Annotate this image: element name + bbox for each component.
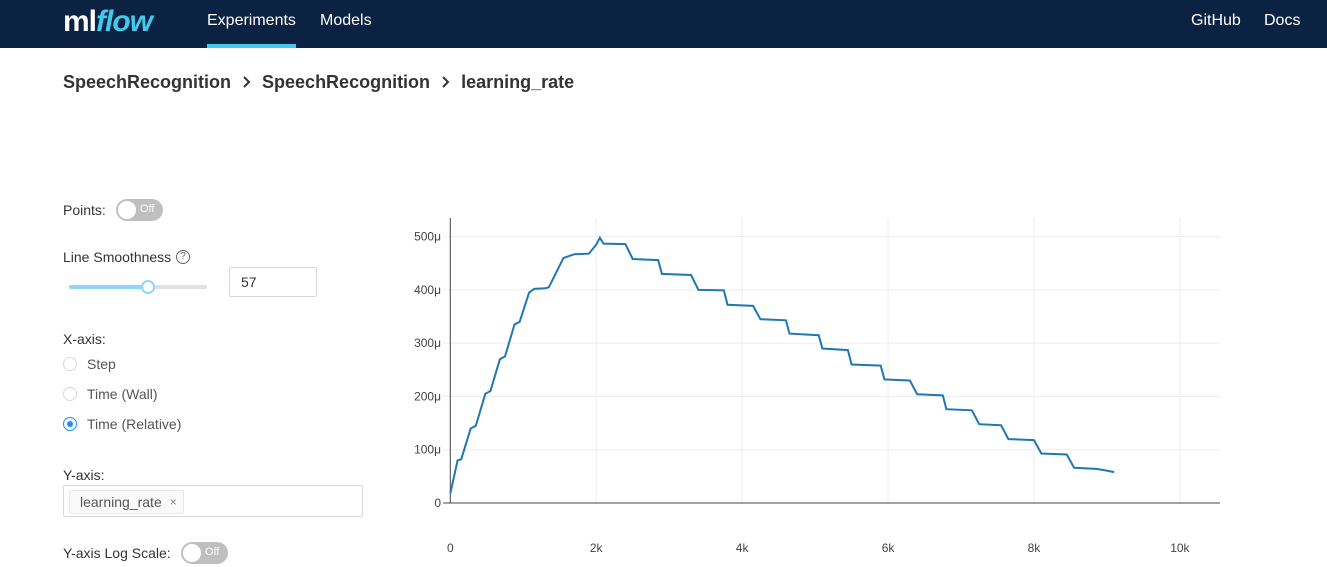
log-scale-toggle[interactable]: Off	[181, 542, 228, 564]
breadcrumb-run[interactable]: SpeechRecognition	[262, 71, 431, 92]
smoothness-input[interactable]	[229, 267, 317, 297]
radio-time-wall[interactable]	[63, 387, 77, 401]
nav-docs[interactable]: Docs	[1264, 12, 1301, 29]
xaxis-option-time-wall[interactable]: Time (Wall)	[63, 384, 158, 404]
chart-series-line	[449, 235, 1115, 494]
radio-time-relative[interactable]	[63, 417, 77, 431]
points-label: Points:	[63, 202, 106, 218]
yaxis-tag-label: learning_rate	[80, 494, 162, 510]
y-tick-label: 400μ	[414, 283, 441, 297]
chart-y-ticks: 0 100μ 200μ 300μ 400μ 500μ	[414, 230, 441, 510]
x-tick-label: 4k	[736, 541, 750, 555]
y-tick-label: 0	[434, 496, 441, 510]
x-tick-label: 10k	[1170, 541, 1190, 555]
xaxis-option-time-relative[interactable]: Time (Relative)	[63, 414, 181, 434]
yaxis-label: Y-axis:	[63, 467, 105, 483]
chevron-right-icon	[243, 76, 251, 88]
top-nav-bar: mlflow Experiments Models GitHub Docs	[0, 0, 1327, 48]
xaxis-label: X-axis:	[63, 331, 106, 347]
points-toggle[interactable]: Off	[116, 199, 163, 221]
smoothness-slider[interactable]	[69, 280, 207, 294]
help-icon[interactable]: ?	[176, 250, 190, 264]
log-scale-label: Y-axis Log Scale:	[63, 545, 171, 561]
y-tick-label: 300μ	[414, 336, 441, 350]
logo-flow: flow	[96, 5, 153, 38]
breadcrumb: SpeechRecognition SpeechRecognition lear…	[63, 70, 574, 94]
chart-grid-horizontal	[443, 236, 1220, 451]
radio-label-time-wall: Time (Wall)	[87, 386, 158, 402]
yaxis-select[interactable]: learning_rate ×	[63, 485, 363, 517]
radio-label-time-relative: Time (Relative)	[87, 416, 182, 432]
x-tick-label: 8k	[1028, 541, 1042, 555]
radio-step[interactable]	[63, 357, 77, 371]
y-tick-label: 500μ	[414, 230, 441, 244]
yaxis-tag: learning_rate ×	[69, 490, 184, 514]
x-tick-label: 0	[447, 541, 454, 555]
nav-github[interactable]: GitHub	[1191, 12, 1241, 29]
mlflow-logo[interactable]: mlflow	[63, 4, 153, 44]
points-toggle-text: Off	[140, 203, 155, 215]
log-scale-toggle-text: Off	[205, 546, 220, 558]
breadcrumb-metric: learning_rate	[461, 71, 575, 92]
xaxis-option-step[interactable]: Step	[63, 354, 116, 374]
smoothness-label: Line Smoothness	[63, 249, 172, 265]
nav-models[interactable]: Models	[320, 12, 372, 29]
logo-ml: ml	[63, 5, 97, 38]
y-tick-label: 100μ	[414, 443, 441, 457]
slider-track	[69, 285, 148, 289]
breadcrumb-experiment[interactable]: SpeechRecognition	[63, 71, 232, 92]
nav-experiments[interactable]: Experiments	[207, 0, 296, 48]
chevron-right-icon	[442, 76, 450, 88]
x-tick-label: 2k	[590, 541, 604, 555]
slider-handle[interactable]	[140, 280, 155, 294]
chart-grid-vertical	[595, 218, 1181, 503]
y-tick-label: 200μ	[414, 389, 441, 403]
toggle-knob	[118, 201, 136, 219]
toggle-knob	[183, 544, 201, 562]
x-tick-label: 6k	[882, 541, 896, 555]
radio-label-step: Step	[87, 356, 116, 372]
close-icon[interactable]: ×	[169, 495, 177, 509]
chart-x-ticks: 0 2k 4k 6k 8k 10k	[447, 541, 1191, 555]
